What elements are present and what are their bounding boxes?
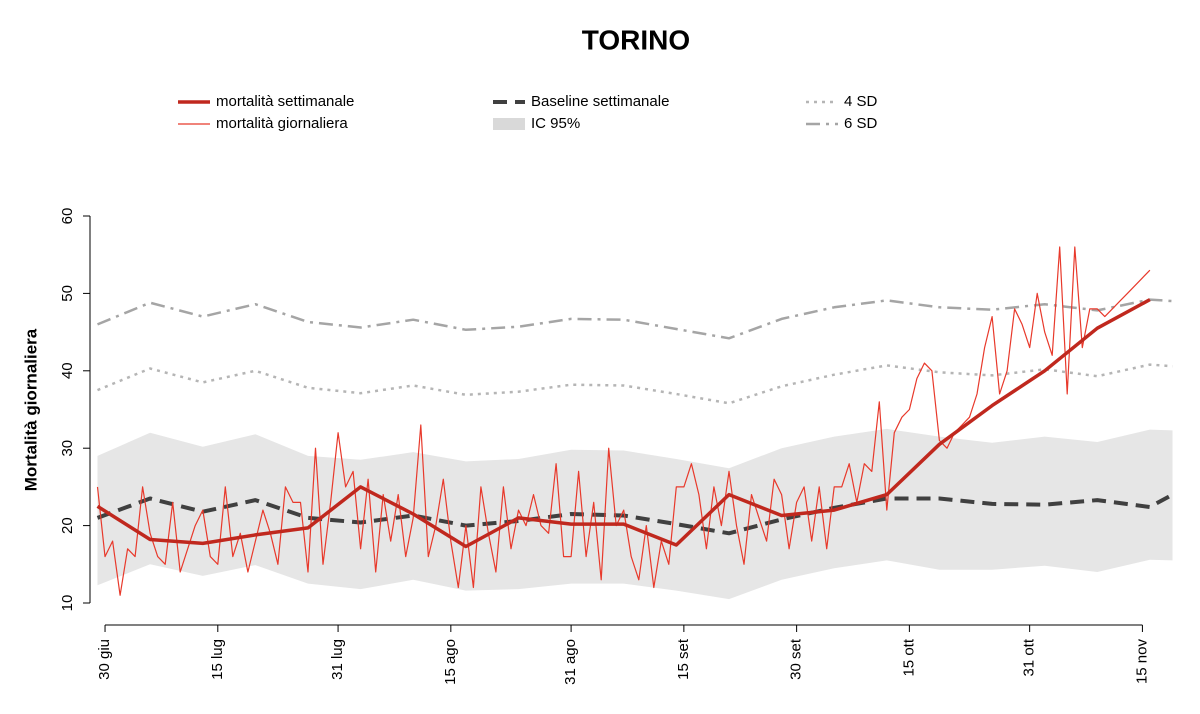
series-line	[97, 363, 1173, 405]
legend-label: 6 SD	[844, 115, 878, 132]
y-tick-label: 10	[59, 595, 76, 612]
legend-label: mortalità giornaliera	[216, 115, 348, 132]
y-axis-label: Mortalità giornaliera	[21, 328, 40, 491]
x-tick-label: 15 ago	[442, 639, 459, 685]
y-tick-label: 30	[59, 440, 76, 457]
x-tick-label: 31 ott	[1021, 638, 1038, 676]
x-tick-label: 15 lug	[209, 639, 226, 680]
confidence-band	[97, 428, 1173, 600]
legend-label: IC 95%	[531, 115, 580, 132]
x-tick-label: 15 ott	[900, 638, 917, 676]
y-tick-label: 60	[59, 208, 76, 225]
legend-label: 4 SD	[844, 93, 878, 110]
x-tick-label: 15 nov	[1133, 639, 1150, 685]
x-tick-label: 31 ago	[562, 639, 579, 685]
legend-label: Baseline settimanale	[531, 93, 669, 110]
y-tick-label: 20	[59, 517, 76, 534]
legend-label: mortalità settimanale	[216, 93, 354, 110]
x-tick-label: 15 set	[675, 638, 692, 680]
x-tick-label: 30 giu	[96, 639, 113, 680]
x-tick-label: 30 set	[788, 638, 805, 680]
series-line	[96, 246, 1151, 596]
chart-title: TORINO	[582, 24, 690, 55]
series-line	[97, 298, 1173, 340]
y-tick-label: 40	[59, 362, 76, 379]
y-tick-label: 50	[59, 285, 76, 302]
legend-swatch	[493, 118, 525, 130]
series-line	[96, 298, 1151, 549]
x-tick-label: 31 lug	[329, 639, 346, 680]
